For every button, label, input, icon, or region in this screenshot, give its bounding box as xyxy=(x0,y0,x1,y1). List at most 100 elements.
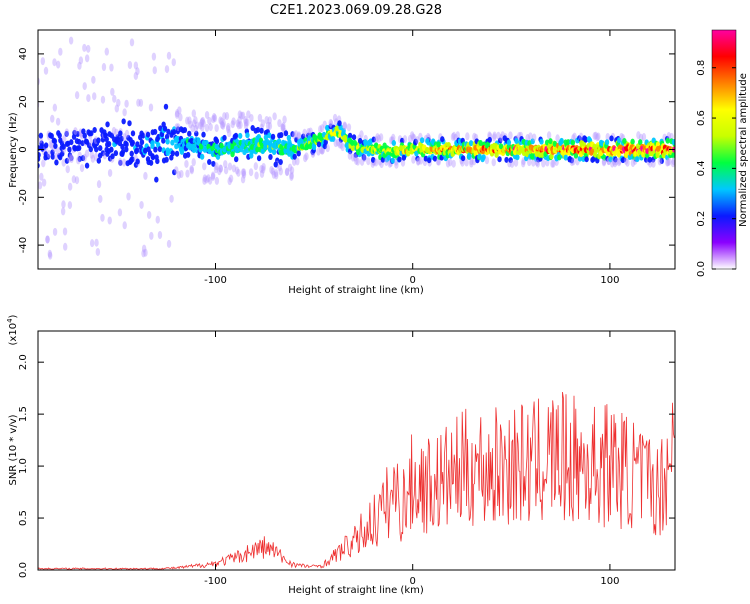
spectrogram-cell xyxy=(234,156,239,163)
spectrogram-cell xyxy=(118,159,123,166)
spectrogram-cell xyxy=(277,119,282,128)
spectrogram-cell xyxy=(509,159,515,168)
spectrogram-cell xyxy=(254,171,259,180)
colorbar-tick-label: 0.4 xyxy=(696,160,707,176)
spectrogram-cell xyxy=(614,157,619,166)
spectrogram-cell xyxy=(274,171,279,180)
spectrogram-cell xyxy=(521,159,526,168)
spectrogram-cell xyxy=(237,110,243,119)
spectrogram-cell xyxy=(665,158,671,167)
spectrogram-cell xyxy=(148,159,154,166)
spectrogram-cell xyxy=(541,159,546,168)
spectrogram-cell xyxy=(124,141,129,148)
spectrogram-cell xyxy=(504,156,509,163)
spectrogram-cell xyxy=(45,153,51,160)
spectrogram-cell xyxy=(49,141,55,150)
spectrogram-cell xyxy=(455,131,460,140)
spectrogram-cell xyxy=(129,140,135,147)
spectrogram-cell xyxy=(62,135,67,144)
spectrogram-cell xyxy=(630,159,636,168)
spectrogram-cell xyxy=(630,138,635,145)
spectrogram-cell xyxy=(112,94,117,103)
top-x-ticks: -100 0 100 xyxy=(204,30,619,286)
spectrogram-cell xyxy=(508,131,513,140)
spectrogram-cell xyxy=(164,156,169,163)
snr-line xyxy=(37,391,675,570)
spectrogram-cell xyxy=(133,71,139,80)
spectrogram-cell xyxy=(278,158,283,165)
spectrogram-cell xyxy=(222,146,227,153)
spectrogram-cell xyxy=(289,166,295,175)
spectrogram-cell xyxy=(273,161,278,168)
spectrogram-cell xyxy=(667,157,672,166)
spectrogram-cell xyxy=(352,153,358,162)
spectrogram-cell xyxy=(366,157,371,166)
spectrogram-cell xyxy=(578,132,584,141)
spectrogram-cell xyxy=(243,118,249,127)
spectrogram-cell xyxy=(333,139,339,148)
spectrogram-cell xyxy=(390,157,396,164)
spectrogram-cell xyxy=(193,124,199,133)
colorbar-label: Normalized spectral amplitude xyxy=(738,73,749,227)
spectrogram-cell xyxy=(357,137,363,144)
spectrogram-cell xyxy=(91,75,96,84)
spectrogram-cell xyxy=(214,176,220,185)
spectrogram-cell xyxy=(671,139,675,146)
spectrogram-cell xyxy=(74,176,80,185)
spectrogram-cell xyxy=(222,112,227,121)
spectrogram-cell xyxy=(175,109,180,118)
spectrogram-cell xyxy=(270,167,276,176)
spectrogram-plot xyxy=(38,36,675,260)
spectrogram-cell xyxy=(227,162,233,171)
spectrogram-cell xyxy=(259,127,264,134)
spectrogram-cell xyxy=(230,120,235,129)
spectrogram-cell xyxy=(277,163,282,172)
spectrogram-cell xyxy=(82,82,87,91)
spectrogram-cell xyxy=(129,38,135,47)
spectrogram-cell xyxy=(555,134,560,143)
spectrogram-cell xyxy=(56,130,61,137)
spectrogram-cell xyxy=(284,168,290,177)
spectrogram-cell xyxy=(100,213,105,222)
spectrogram-cell xyxy=(206,174,211,183)
spectrogram-cell xyxy=(135,158,140,165)
spectrogram-cell xyxy=(569,157,575,164)
colorbar-ticks: 0.0 0.2 0.4 0.6 0.8 xyxy=(696,60,736,277)
spectrogram-cell xyxy=(281,122,286,131)
spectrogram-cell xyxy=(265,121,271,130)
spectrogram-cell xyxy=(107,216,112,225)
spectrogram-cell xyxy=(530,138,535,145)
spectrogram-cell xyxy=(83,138,89,145)
spectrogram-cell xyxy=(671,157,675,166)
spectrogram-cell xyxy=(204,110,210,119)
spectrogram-cell xyxy=(92,92,97,101)
spectrogram-cell xyxy=(118,130,123,137)
spectrogram-cell xyxy=(163,103,169,110)
spectrogram-cell xyxy=(50,114,55,123)
spectrogram-cell xyxy=(423,155,429,162)
spectrogram-cell xyxy=(136,98,141,107)
spectrogram-cell xyxy=(109,63,114,72)
spectrogram-cell xyxy=(376,134,382,143)
spectrogram-cell xyxy=(176,170,182,179)
spectrogram-cell xyxy=(415,157,421,166)
spectrogram-cell xyxy=(257,113,263,122)
spectrogram-cell xyxy=(179,170,184,179)
spectrogram-cell xyxy=(318,146,324,155)
y-tick-label: 0 xyxy=(18,146,29,152)
spectrogram-cell xyxy=(268,153,273,160)
spectrogram-cell xyxy=(86,94,91,103)
spectrogram-cell xyxy=(234,147,240,154)
spectrogram-cell xyxy=(149,231,154,240)
spectrogram-cell xyxy=(146,210,152,219)
spectrogram-cell xyxy=(204,123,210,132)
spectrogram-cell xyxy=(539,138,544,145)
spectrogram-cell xyxy=(69,155,74,162)
spectrogram-cell xyxy=(241,170,247,179)
spectrogram-cell xyxy=(552,140,558,147)
spectrogram-cell xyxy=(89,130,94,137)
spectrogram-cell xyxy=(451,131,457,140)
spectrogram-cell xyxy=(86,44,91,53)
spectrogram-cell xyxy=(157,230,163,239)
spectrogram-cell xyxy=(256,155,262,162)
